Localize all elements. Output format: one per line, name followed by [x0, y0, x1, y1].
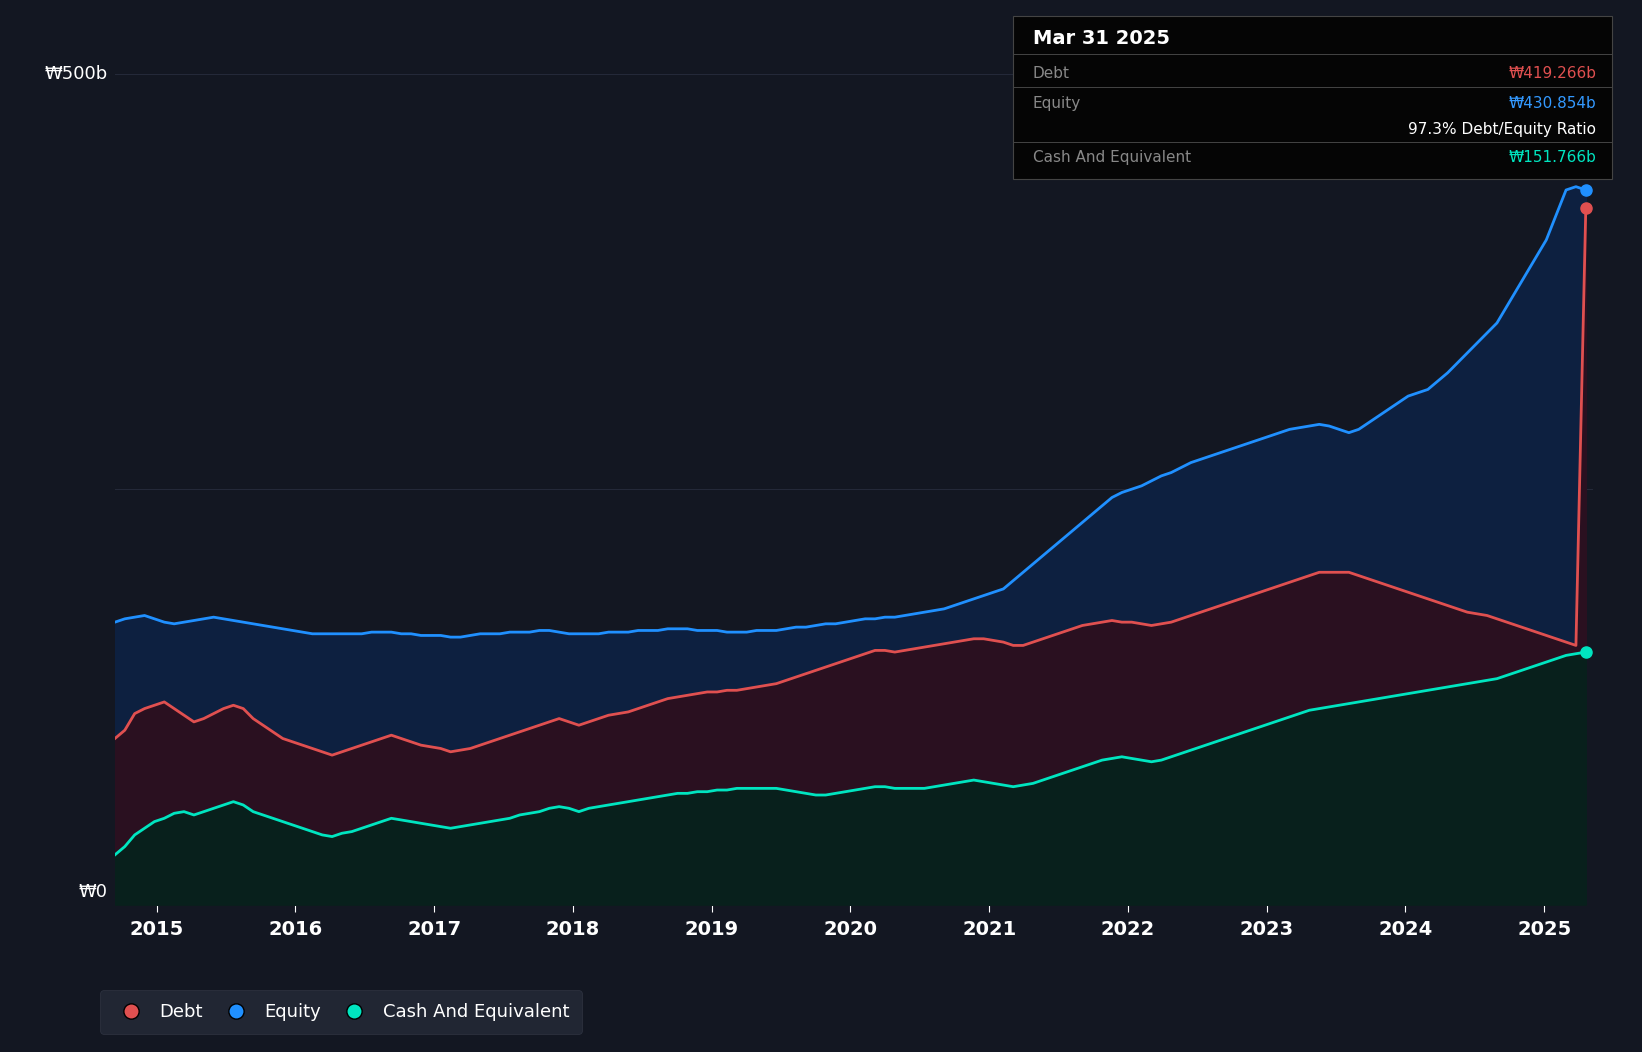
Text: ₩151.766b: ₩151.766b — [1507, 150, 1596, 165]
Text: ₩0: ₩0 — [79, 884, 108, 902]
Text: Cash And Equivalent: Cash And Equivalent — [1033, 150, 1190, 165]
Text: 97.3% Debt/Equity Ratio: 97.3% Debt/Equity Ratio — [1409, 122, 1596, 137]
Text: ₩500b: ₩500b — [44, 64, 108, 83]
Text: Mar 31 2025: Mar 31 2025 — [1033, 29, 1169, 48]
Text: ₩430.854b: ₩430.854b — [1509, 96, 1596, 110]
Legend: Debt, Equity, Cash And Equivalent: Debt, Equity, Cash And Equivalent — [100, 990, 581, 1033]
Text: ₩419.266b: ₩419.266b — [1507, 66, 1596, 81]
Text: Debt: Debt — [1033, 66, 1071, 81]
Text: Equity: Equity — [1033, 96, 1080, 110]
